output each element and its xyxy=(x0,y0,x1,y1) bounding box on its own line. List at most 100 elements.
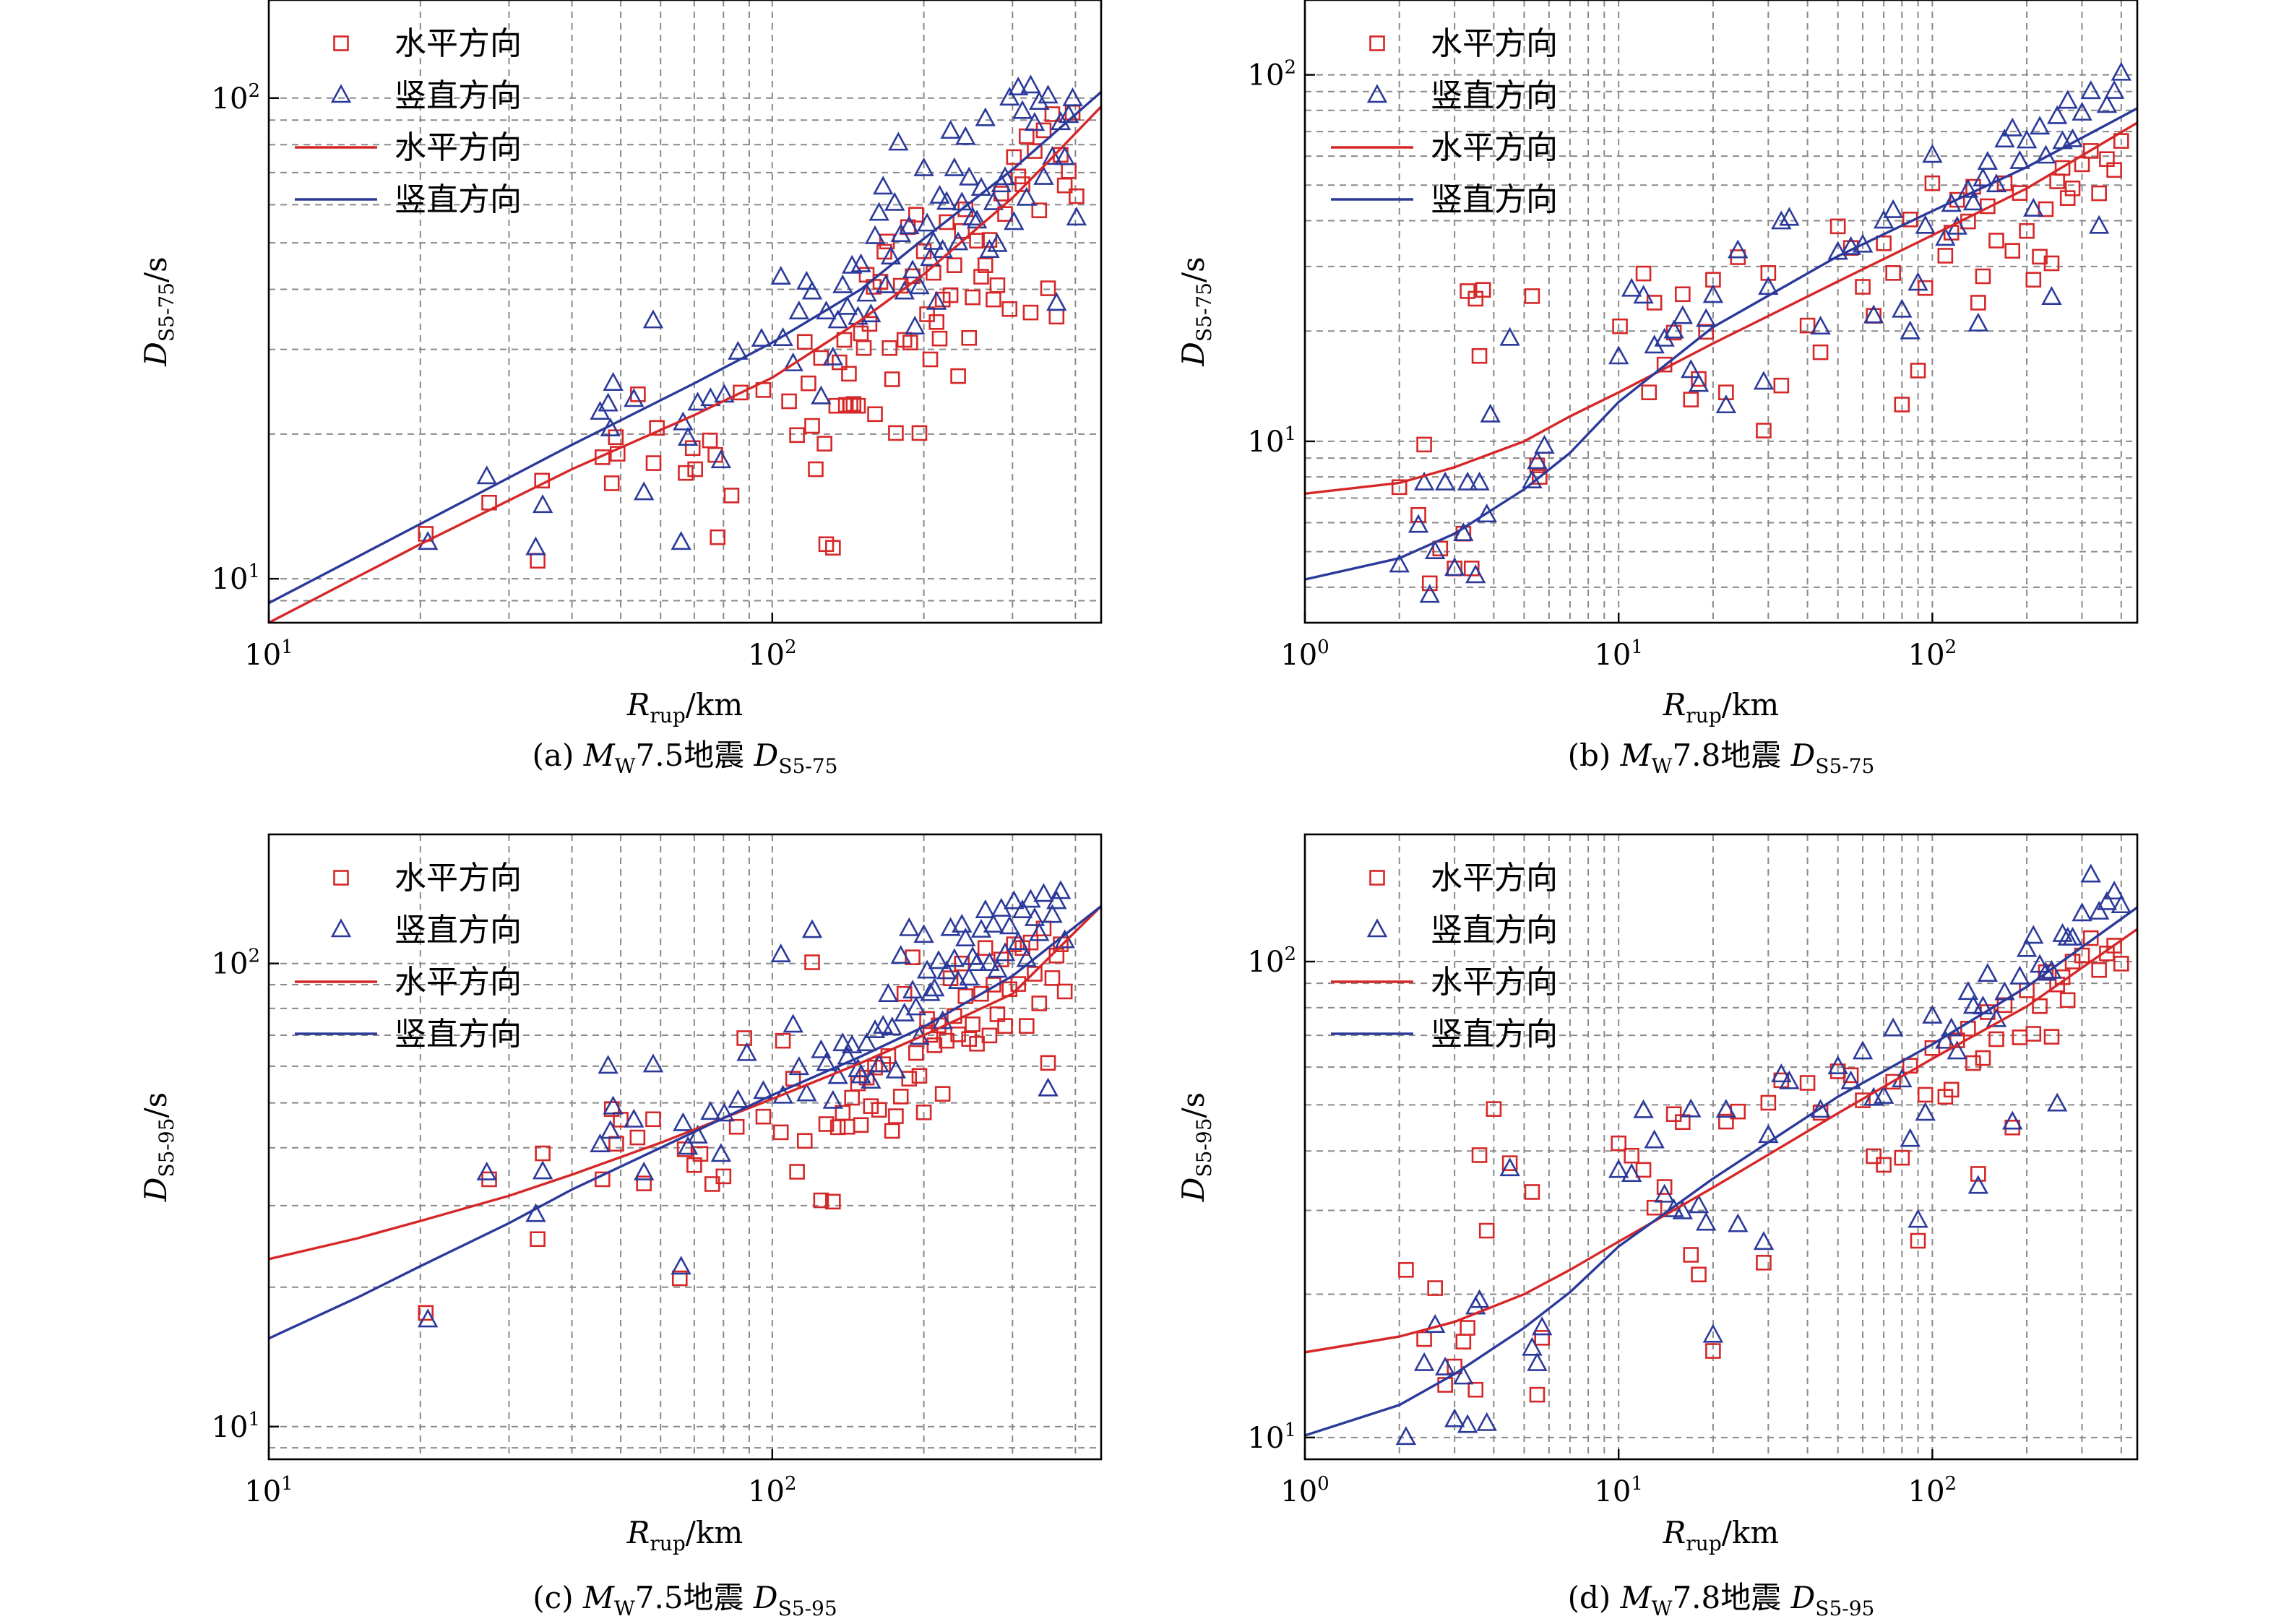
data-point-triangle xyxy=(642,1053,664,1073)
data-point-square xyxy=(1524,1184,1540,1200)
data-point-triangle xyxy=(2029,116,2051,135)
data-point-square xyxy=(1970,295,1986,311)
data-point-square xyxy=(828,397,845,414)
data-point-triangle xyxy=(525,1203,546,1222)
data-point-square xyxy=(1019,128,1035,144)
data-point-square xyxy=(1391,479,1408,496)
data-point-triangle xyxy=(796,270,817,290)
data-point-triangle xyxy=(788,301,810,320)
x-tick-label: 101 xyxy=(244,1473,293,1508)
y-tick-label: 101 xyxy=(212,561,260,596)
data-point-triangle xyxy=(642,309,664,329)
data-point-square xyxy=(1501,1155,1518,1171)
data-point-square xyxy=(1691,1266,1707,1283)
data-point-square xyxy=(636,1175,652,1191)
data-point-triangle xyxy=(1715,394,1737,414)
data-point-triangle xyxy=(772,1084,793,1104)
data-point-triangle xyxy=(590,1133,611,1152)
data-point-triangle xyxy=(728,1089,749,1108)
legend-label: 竖直方向 xyxy=(395,181,522,218)
series-2 xyxy=(1305,928,2137,1354)
data-point-square xyxy=(884,1123,900,1139)
data-point-triangle xyxy=(677,426,699,446)
data-point-triangle xyxy=(913,924,934,943)
data-point-square xyxy=(772,1124,789,1141)
y-axis-label: DS5-95/s xyxy=(1176,1092,1216,1203)
data-point-square xyxy=(911,425,928,441)
x-axis-label: Rrup/km xyxy=(626,687,743,727)
data-point-square xyxy=(1427,1280,1443,1296)
data-point-triangle xyxy=(913,157,934,176)
data-point-square xyxy=(965,289,980,306)
data-point-square xyxy=(908,207,924,223)
x-tick-label: 101 xyxy=(244,636,293,672)
data-point-square xyxy=(2043,1029,2060,1045)
data-point-square xyxy=(1718,384,1734,400)
data-point-triangle xyxy=(476,1161,497,1180)
data-point-square xyxy=(928,314,945,330)
data-point-square xyxy=(2091,962,2107,978)
data-point-square xyxy=(1641,384,1658,400)
data-point-triangle xyxy=(864,225,886,244)
data-point-square xyxy=(1917,1087,1934,1103)
data-point-triangle xyxy=(1908,1209,1928,1228)
data-point-square xyxy=(418,1305,434,1321)
data-point-square xyxy=(1624,1147,1639,1164)
data-point-square xyxy=(1010,976,1027,992)
series-1 xyxy=(417,880,1075,1328)
data-point-square xyxy=(1943,1081,1960,1098)
data-point-square xyxy=(1756,1255,1772,1271)
data-point-triangle xyxy=(687,1124,708,1144)
data-point-triangle xyxy=(1882,1017,1904,1037)
plot-frame xyxy=(267,0,1103,624)
data-point-triangle xyxy=(1696,308,1717,327)
data-point-triangle xyxy=(899,215,920,235)
data-point-triangle xyxy=(952,913,973,933)
data-point-square xyxy=(775,1032,791,1049)
data-point-triangle xyxy=(926,290,947,310)
data-point-square xyxy=(1705,1343,1721,1359)
data-point-square xyxy=(969,233,985,249)
legend-label: 竖直方向 xyxy=(1431,77,1558,114)
data-point-triangle xyxy=(633,481,655,501)
data-point-square xyxy=(2049,173,2065,189)
data-point-square xyxy=(2004,1119,2021,1136)
data-point-square xyxy=(965,1016,980,1032)
data-point-triangle xyxy=(2080,80,2101,100)
legend-label: 水平方向 xyxy=(395,964,522,1001)
data-point-square xyxy=(2091,185,2107,202)
data-point-triangle xyxy=(1434,1356,1456,1375)
legend-marker-square xyxy=(333,870,349,886)
data-point-square xyxy=(1044,970,1061,986)
data-point-square xyxy=(915,1104,932,1120)
data-point-triangle xyxy=(916,959,938,979)
data-point-triangle xyxy=(1444,1408,1465,1428)
data-point-square xyxy=(2106,938,2122,954)
data-point-triangle xyxy=(856,1032,877,1052)
data-point-triangle xyxy=(1621,1163,1642,1183)
data-point-triangle xyxy=(671,1256,691,1275)
data-point-triangle xyxy=(2062,128,2083,147)
data-point-square xyxy=(939,214,954,230)
data-point-square xyxy=(867,406,883,423)
data-point-triangle xyxy=(1892,298,1913,318)
data-point-triangle xyxy=(929,184,950,204)
data-point-square xyxy=(1937,248,1954,264)
x-tick-label: 102 xyxy=(1908,636,1957,672)
data-point-square xyxy=(954,223,970,239)
data-point-triangle xyxy=(1967,312,1989,332)
data-point-triangle xyxy=(1728,239,1749,259)
data-point-square xyxy=(1534,1330,1550,1346)
data-point-triangle xyxy=(783,1014,803,1033)
data-point-square xyxy=(645,1111,661,1128)
series-1 xyxy=(1389,61,2131,603)
legend-label: 水平方向 xyxy=(395,860,522,897)
data-point-square xyxy=(1885,265,1901,281)
data-point-triangle xyxy=(1962,995,1984,1014)
data-point-square xyxy=(1416,1331,1432,1347)
data-point-triangle xyxy=(532,494,553,514)
x-tick-label: 101 xyxy=(1594,636,1642,672)
data-point-square xyxy=(804,418,820,434)
data-point-square xyxy=(530,1231,546,1248)
